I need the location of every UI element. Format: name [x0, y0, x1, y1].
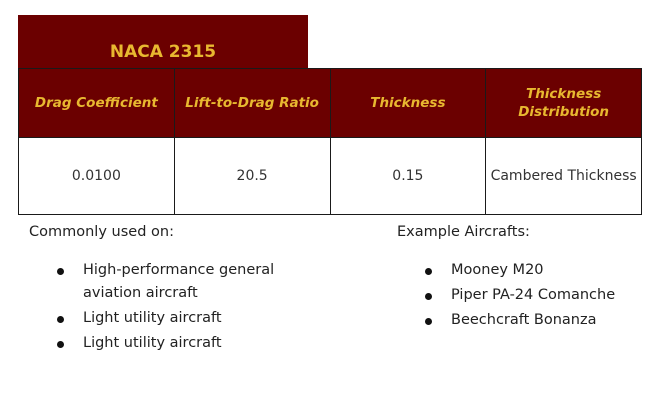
examples-heading: Example Aircrafts: [397, 224, 530, 240]
usage-heading: Commonly used on: [29, 224, 174, 240]
usage-list: High-performance general aviation aircra… [55, 259, 305, 357]
value-lift-to-drag-ratio: 20.5 [173, 137, 331, 215]
value-thickness-distribution: Cambered Thickness [485, 137, 642, 215]
list-item-text: Piper PA-24 Comanche [451, 287, 616, 303]
header-thickness: Thickness [329, 68, 487, 138]
table-row: 0.0100 20.5 0.15 Cambered Thickness [18, 137, 642, 215]
header-drag-coefficient: Drag Coefficient [18, 68, 175, 138]
list-item: Light utility aircraft [55, 332, 305, 355]
bullet-icon [57, 316, 64, 323]
header-thickness-distribution: Thickness Distribution [485, 68, 642, 138]
bullet-icon [425, 293, 432, 300]
list-item: Light utility aircraft [55, 307, 305, 330]
value-drag-coefficient: 0.0100 [18, 137, 175, 215]
list-item-text: Light utility aircraft [83, 310, 222, 326]
list-item: Beechcraft Bonanza [423, 309, 653, 332]
bullet-icon [57, 341, 64, 348]
bullet-icon [425, 268, 432, 275]
list-item: High-performance general aviation aircra… [55, 259, 305, 305]
value-thickness: 0.15 [329, 137, 487, 215]
airfoil-specs-table: Drag Coefficient Lift-to-Drag Ratio Thic… [18, 68, 642, 215]
list-item: Mooney M20 [423, 259, 653, 282]
list-item: Piper PA-24 Comanche [423, 284, 653, 307]
bullet-icon [57, 268, 64, 275]
airfoil-name: NACA 2315 [109, 41, 217, 62]
bullet-icon [425, 318, 432, 325]
list-item-text: Light utility aircraft [83, 335, 222, 351]
examples-list: Mooney M20 Piper PA-24 Comanche Beechcra… [423, 259, 653, 334]
list-item-text: Mooney M20 [451, 262, 544, 278]
list-item-text: High-performance general aviation aircra… [83, 262, 275, 301]
list-item-text: Beechcraft Bonanza [451, 312, 597, 328]
airfoil-title: NACA 2315 [18, 15, 308, 68]
table-header-row: Drag Coefficient Lift-to-Drag Ratio Thic… [18, 68, 642, 138]
header-lift-to-drag-ratio: Lift-to-Drag Ratio [173, 68, 331, 138]
